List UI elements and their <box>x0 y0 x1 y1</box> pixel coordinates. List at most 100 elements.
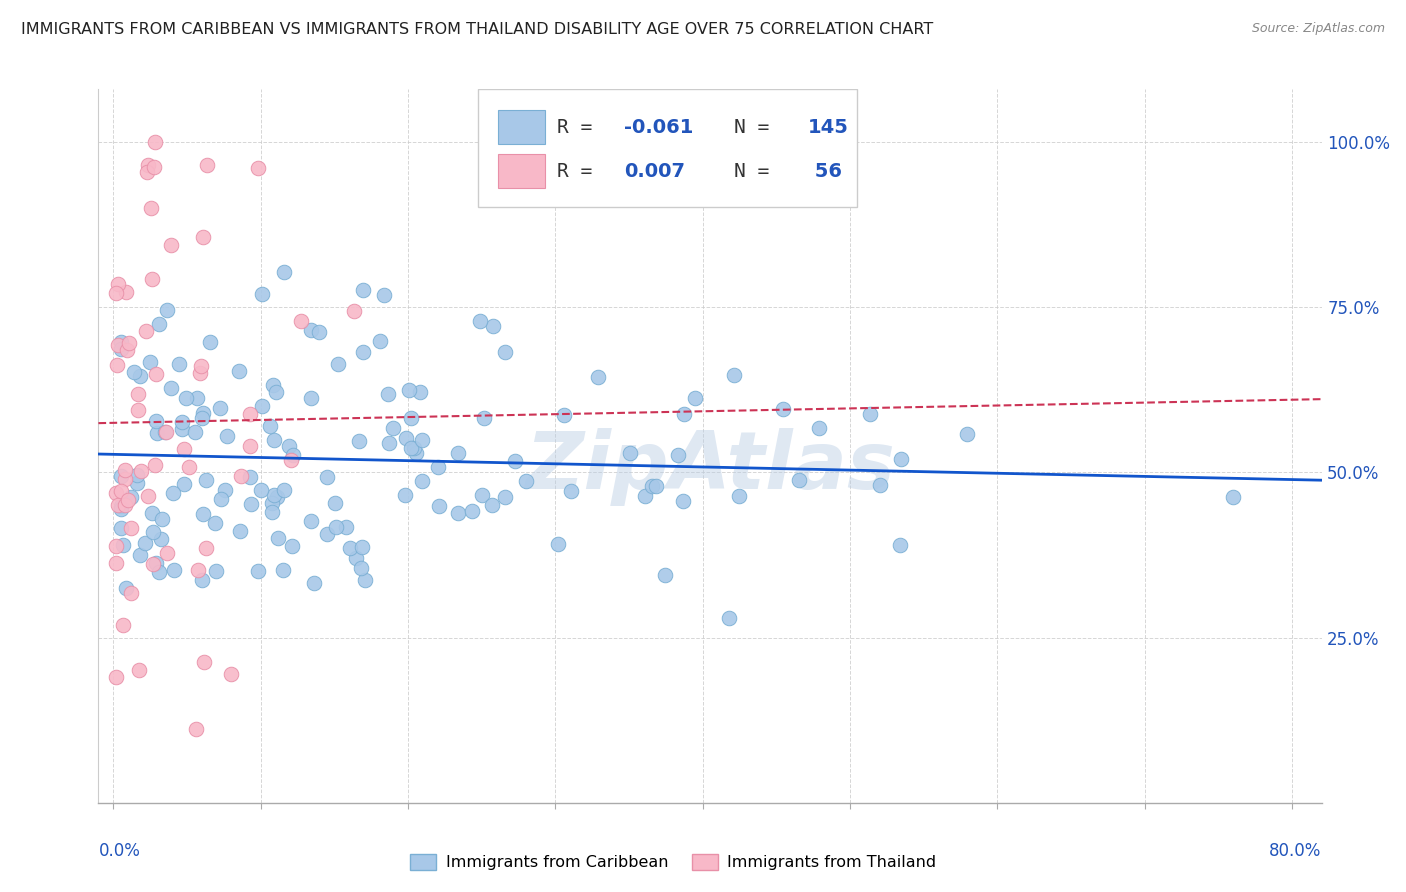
Point <box>560 484 582 499</box>
Point <box>190 359 212 374</box>
Point <box>141 201 163 215</box>
Point <box>136 158 159 172</box>
Point <box>195 541 218 555</box>
Point <box>195 158 218 172</box>
Point <box>219 667 242 681</box>
Point <box>347 434 370 448</box>
Point <box>143 160 166 174</box>
Point <box>260 496 283 510</box>
Text: IMMIGRANTS FROM CARIBBEAN VS IMMIGRANTS FROM THAILAND DISABILITY AGE OVER 75 COR: IMMIGRANTS FROM CARIBBEAN VS IMMIGRANTS … <box>21 22 934 37</box>
Point <box>170 415 193 429</box>
Point <box>148 317 170 331</box>
Point <box>271 563 294 577</box>
Point <box>316 527 339 541</box>
Point <box>124 365 146 379</box>
Point <box>447 446 470 460</box>
Point <box>107 337 129 351</box>
Point <box>266 491 288 505</box>
Point <box>395 431 418 445</box>
Point <box>145 556 167 570</box>
Point <box>153 425 176 439</box>
Point <box>111 618 134 632</box>
Point <box>772 401 794 416</box>
Point <box>859 407 882 421</box>
Point <box>280 452 302 467</box>
Point <box>217 429 239 443</box>
Point <box>315 469 337 483</box>
Point <box>368 334 391 348</box>
Text: 145: 145 <box>808 118 849 136</box>
Point <box>105 669 128 683</box>
Point <box>481 499 503 513</box>
Point <box>155 545 177 559</box>
Point <box>114 498 136 512</box>
Point <box>377 386 399 401</box>
Point <box>112 538 135 552</box>
Point <box>494 344 516 359</box>
Point <box>205 564 228 578</box>
Point <box>267 531 290 545</box>
Point <box>290 313 312 327</box>
Point <box>190 410 212 425</box>
Point <box>505 454 527 468</box>
Point <box>239 470 262 484</box>
Point <box>634 489 657 503</box>
Point <box>191 406 214 420</box>
Point <box>427 500 450 514</box>
Point <box>654 568 676 582</box>
Point <box>110 334 132 349</box>
Text: N =: N = <box>734 161 782 181</box>
Point <box>115 343 138 357</box>
Point <box>162 486 184 500</box>
Point <box>142 557 165 571</box>
Point <box>299 514 322 528</box>
Point <box>214 483 236 498</box>
Point <box>105 556 128 570</box>
Legend: Immigrants from Caribbean, Immigrants from Thailand: Immigrants from Caribbean, Immigrants fr… <box>404 847 942 877</box>
Point <box>239 496 262 510</box>
Point <box>136 489 159 503</box>
Point <box>209 401 232 415</box>
Point <box>143 135 166 149</box>
Point <box>110 342 132 356</box>
Point <box>399 411 422 425</box>
Point <box>281 539 304 553</box>
Point <box>482 319 505 334</box>
Point <box>186 391 208 405</box>
Text: Source: ZipAtlas.com: Source: ZipAtlas.com <box>1251 22 1385 36</box>
Point <box>129 369 152 384</box>
Point <box>1222 491 1244 505</box>
Point <box>229 524 252 539</box>
Text: 80.0%: 80.0% <box>1270 842 1322 860</box>
Point <box>114 472 136 486</box>
Point <box>127 468 149 483</box>
Point <box>447 506 470 520</box>
Point <box>120 490 142 504</box>
Point <box>105 358 128 372</box>
Point <box>127 387 149 401</box>
Point <box>120 521 142 535</box>
Point <box>461 504 484 518</box>
Point <box>553 408 575 422</box>
Point <box>352 283 374 297</box>
Point <box>343 304 366 318</box>
Point <box>145 367 167 381</box>
Point <box>323 496 346 510</box>
Point <box>264 385 287 400</box>
Point <box>198 335 221 350</box>
Point <box>470 314 492 328</box>
Point <box>187 562 209 576</box>
Point <box>127 403 149 417</box>
Point <box>586 370 609 384</box>
Point <box>263 487 285 501</box>
Text: N =: N = <box>734 118 782 136</box>
Point <box>105 485 128 500</box>
Point <box>352 540 374 554</box>
Point <box>105 286 128 301</box>
Point <box>115 285 138 299</box>
Point <box>173 477 195 491</box>
Point <box>129 464 152 478</box>
Point <box>889 538 911 552</box>
Point <box>128 664 150 678</box>
Point <box>193 230 215 244</box>
